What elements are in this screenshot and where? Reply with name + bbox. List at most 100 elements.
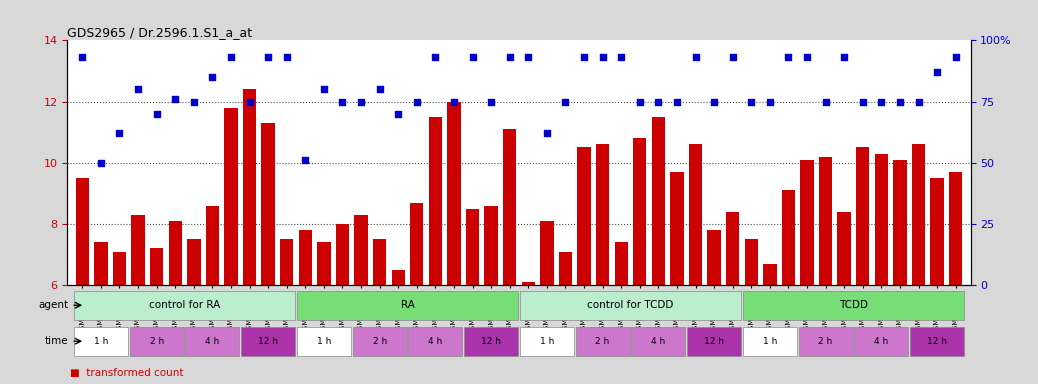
Point	[297, 157, 313, 164]
Point	[390, 111, 407, 117]
FancyBboxPatch shape	[854, 327, 908, 356]
Point	[167, 96, 184, 102]
FancyBboxPatch shape	[74, 291, 295, 319]
Bar	[726, 212, 739, 285]
Point	[929, 69, 946, 75]
Text: 1 h: 1 h	[93, 337, 108, 346]
Bar	[782, 190, 795, 285]
Text: 4 h: 4 h	[429, 337, 442, 346]
Bar	[299, 230, 312, 285]
Point	[74, 55, 90, 61]
Text: 2 h: 2 h	[149, 337, 164, 346]
Point	[781, 55, 797, 61]
Text: 4 h: 4 h	[651, 337, 665, 346]
Point	[223, 55, 240, 61]
Point	[334, 98, 351, 104]
Point	[631, 98, 648, 104]
Point	[836, 55, 852, 61]
Point	[520, 55, 537, 61]
Point	[316, 86, 332, 93]
FancyBboxPatch shape	[74, 327, 128, 356]
FancyBboxPatch shape	[130, 327, 184, 356]
Text: 12 h: 12 h	[704, 337, 725, 346]
Bar	[633, 138, 647, 285]
FancyBboxPatch shape	[910, 327, 964, 356]
Point	[427, 55, 443, 61]
FancyBboxPatch shape	[297, 327, 351, 356]
Point	[892, 98, 908, 104]
Point	[706, 98, 722, 104]
Bar	[596, 144, 609, 285]
FancyBboxPatch shape	[186, 327, 240, 356]
Point	[111, 130, 128, 136]
Bar	[800, 160, 814, 285]
Bar	[429, 117, 442, 285]
Point	[817, 98, 834, 104]
Bar	[206, 205, 219, 285]
Point	[873, 98, 890, 104]
Point	[576, 55, 593, 61]
Text: 1 h: 1 h	[540, 337, 554, 346]
Point	[668, 98, 685, 104]
Text: 2 h: 2 h	[373, 337, 387, 346]
Bar	[168, 221, 182, 285]
FancyBboxPatch shape	[743, 291, 964, 319]
Point	[92, 160, 109, 166]
Bar	[318, 242, 330, 285]
Bar	[132, 215, 144, 285]
FancyBboxPatch shape	[520, 291, 741, 319]
Bar	[410, 203, 424, 285]
Bar	[187, 239, 200, 285]
Point	[762, 98, 778, 104]
Bar	[373, 239, 386, 285]
Point	[650, 98, 666, 104]
Point	[501, 55, 518, 61]
Point	[854, 98, 871, 104]
Text: 4 h: 4 h	[874, 337, 889, 346]
Bar	[94, 242, 108, 285]
Text: ■  transformed count: ■ transformed count	[70, 368, 183, 378]
Bar	[503, 129, 516, 285]
Bar	[391, 270, 405, 285]
Bar	[894, 160, 906, 285]
FancyBboxPatch shape	[408, 327, 462, 356]
Point	[260, 55, 276, 61]
Bar	[76, 178, 89, 285]
FancyBboxPatch shape	[631, 327, 685, 356]
Text: time: time	[45, 336, 69, 346]
Point	[353, 98, 370, 104]
Bar	[689, 144, 703, 285]
Bar	[113, 252, 127, 285]
Point	[612, 55, 629, 61]
Point	[557, 98, 574, 104]
FancyBboxPatch shape	[687, 327, 741, 356]
Bar	[652, 117, 665, 285]
FancyBboxPatch shape	[798, 327, 852, 356]
Text: 12 h: 12 h	[482, 337, 501, 346]
FancyBboxPatch shape	[743, 327, 797, 356]
Point	[186, 98, 202, 104]
Text: TCDD: TCDD	[839, 300, 868, 310]
Point	[241, 98, 257, 104]
Point	[910, 98, 927, 104]
Text: 4 h: 4 h	[206, 337, 219, 346]
Bar	[744, 239, 758, 285]
Point	[539, 130, 555, 136]
Bar	[262, 123, 275, 285]
Bar	[280, 239, 294, 285]
Text: 2 h: 2 h	[596, 337, 609, 346]
Text: control for RA: control for RA	[148, 300, 220, 310]
FancyBboxPatch shape	[576, 327, 630, 356]
Bar	[243, 89, 256, 285]
Bar	[763, 264, 776, 285]
Text: 12 h: 12 h	[927, 337, 947, 346]
Bar	[466, 209, 480, 285]
Text: control for TCDD: control for TCDD	[588, 300, 674, 310]
Bar	[335, 224, 349, 285]
Point	[130, 86, 146, 93]
Point	[687, 55, 704, 61]
Bar	[485, 205, 498, 285]
FancyBboxPatch shape	[297, 291, 518, 319]
Bar	[149, 248, 163, 285]
Text: 1 h: 1 h	[317, 337, 331, 346]
